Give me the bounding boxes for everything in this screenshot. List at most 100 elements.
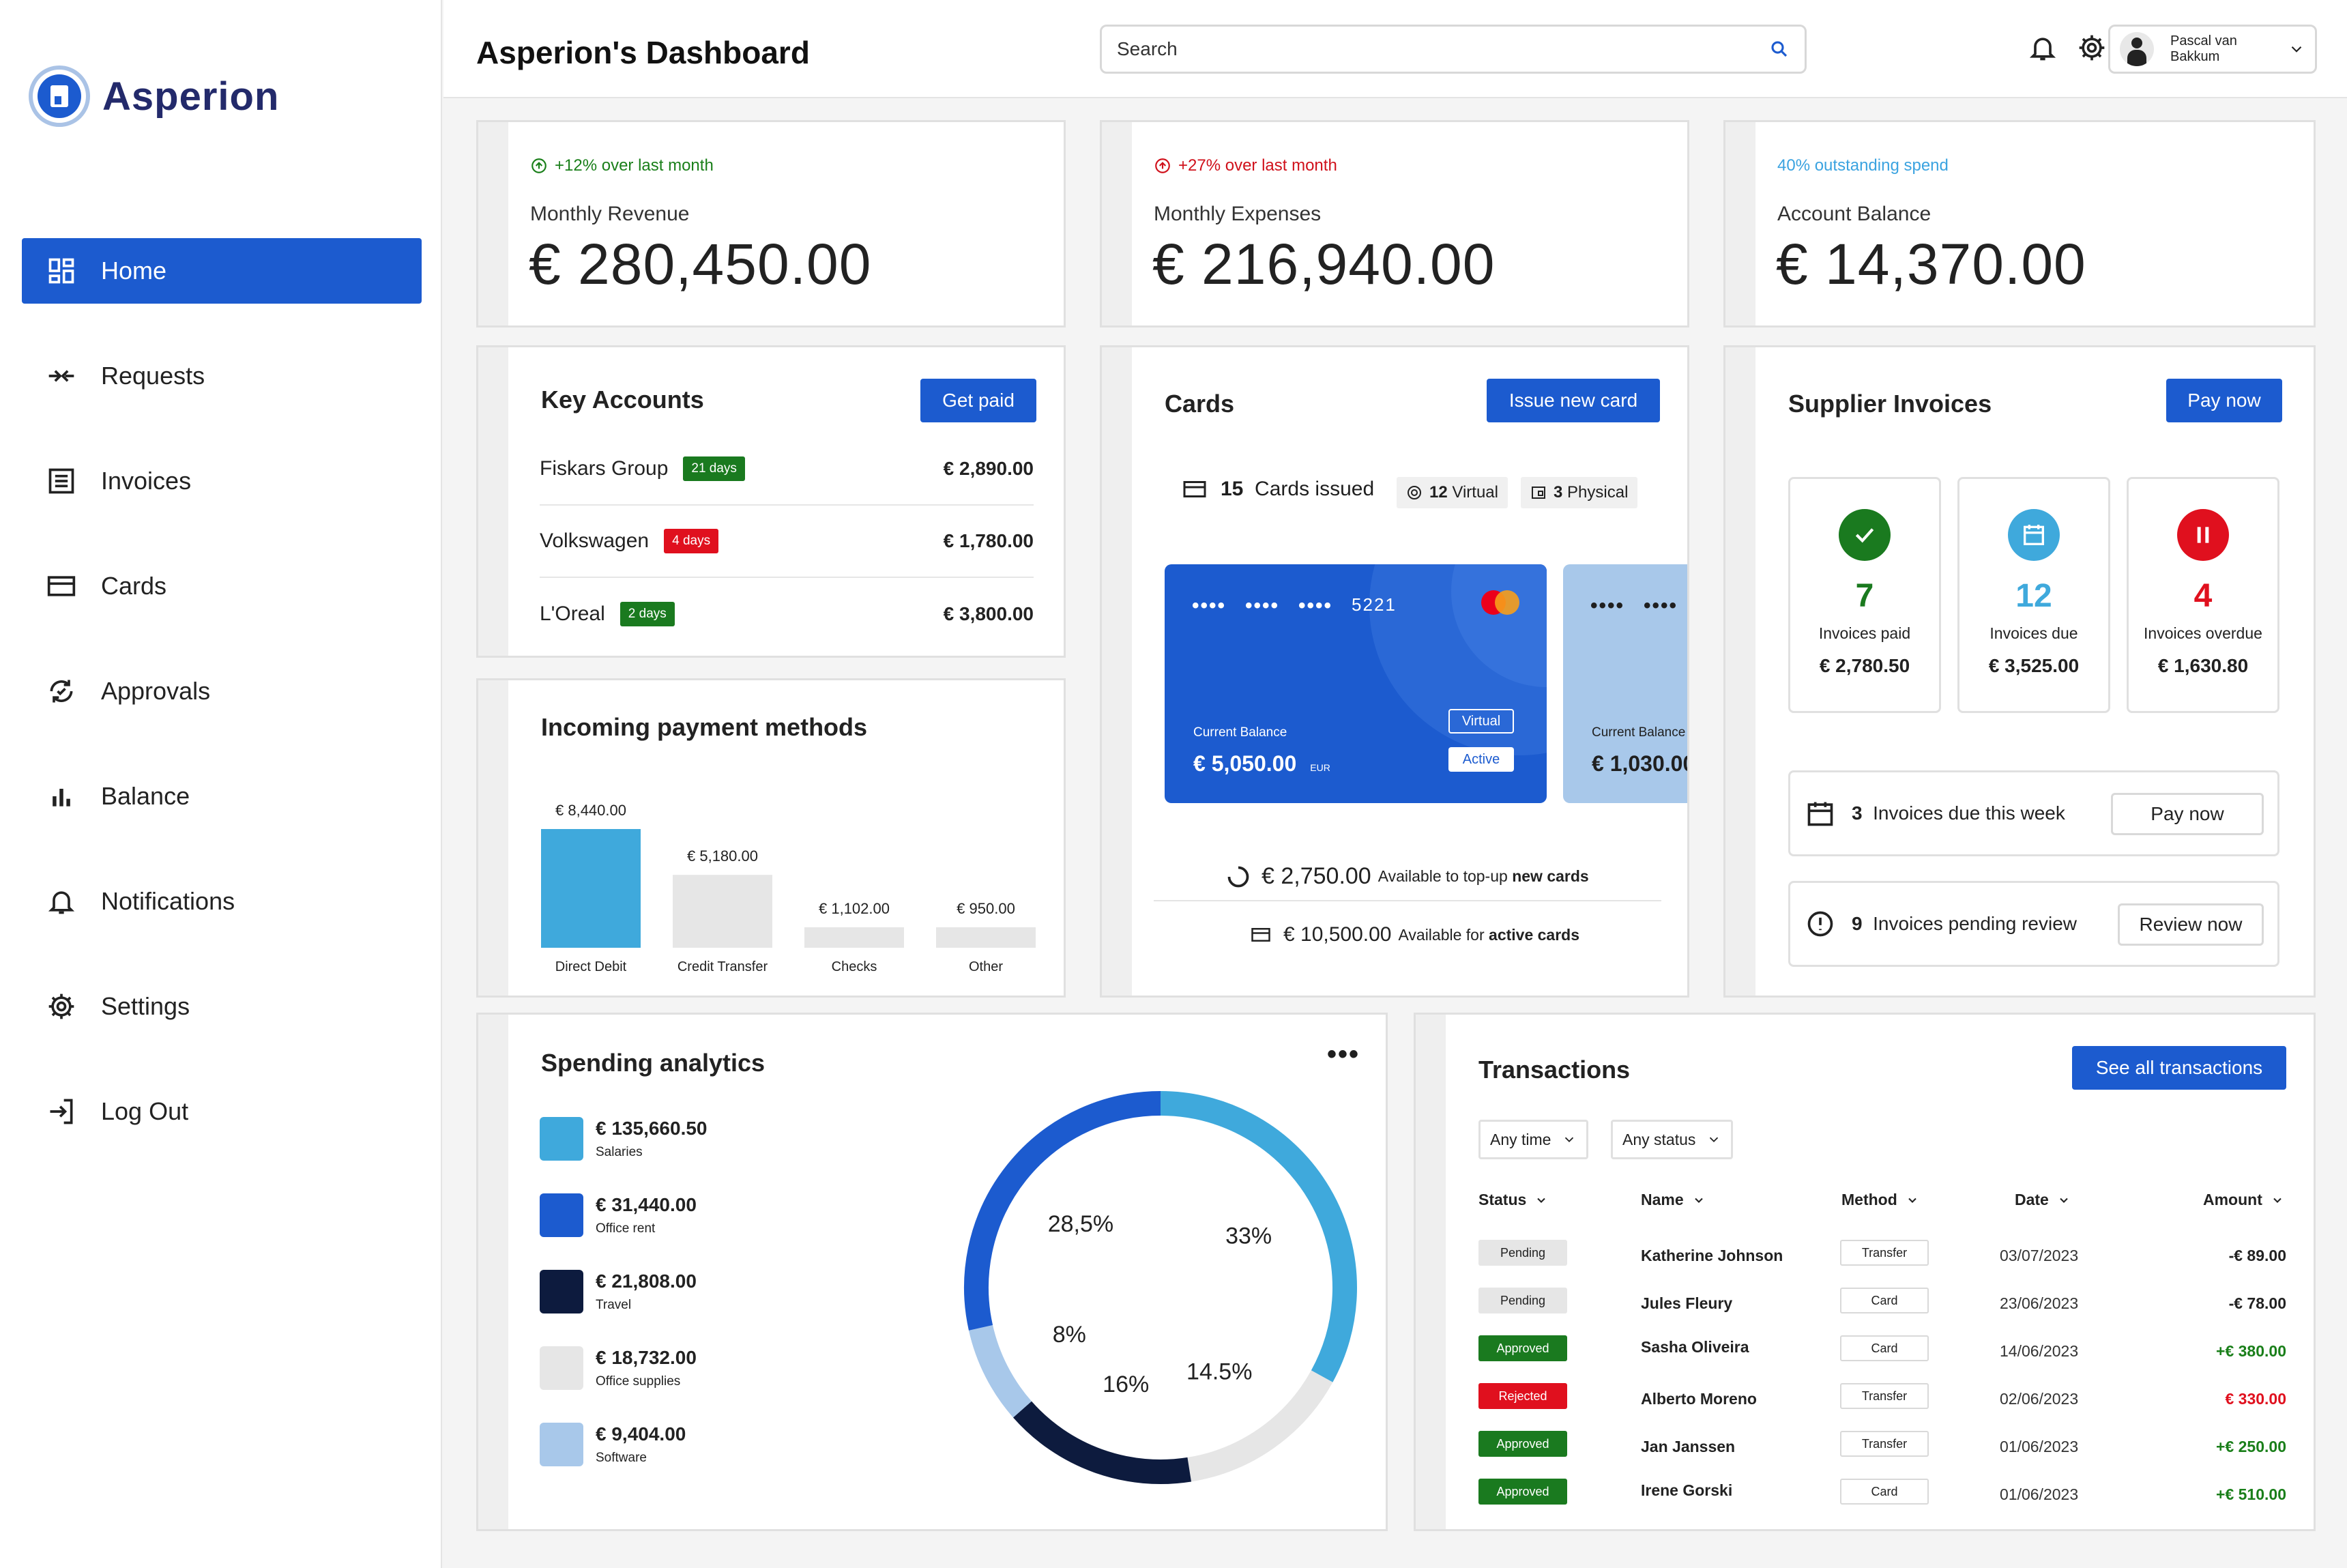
status-badge: Pending <box>1478 1288 1567 1313</box>
get-paid-button[interactable]: Get paid <box>920 379 1036 422</box>
search-box[interactable] <box>1100 25 1807 74</box>
sidebar-item-settings[interactable]: Settings <box>22 974 422 1039</box>
sidebar-item-home[interactable]: Home <box>22 238 422 304</box>
notifications-bell-icon[interactable] <box>2025 30 2060 66</box>
sidebar-item-logout[interactable]: Log Out <box>22 1079 422 1144</box>
legend-swatch <box>540 1117 583 1161</box>
settings-gear-icon[interactable] <box>2074 30 2110 66</box>
donut-segment[interactable] <box>964 1091 1161 1331</box>
chevron-down-icon <box>1565 1137 1574 1143</box>
column-header-method[interactable]: Method <box>1841 1191 1919 1209</box>
donut-percent-label: 14.5% <box>1186 1359 1252 1385</box>
pay-now-week-button[interactable]: Pay now <box>2111 793 2264 835</box>
time-filter-dropdown[interactable]: Any time <box>1478 1120 1589 1159</box>
table-row[interactable]: Rejected Alberto Moreno Transfer 02/06/2… <box>1416 1374 2314 1421</box>
transaction-name: Irene Gorski <box>1641 1481 1733 1499</box>
tile-number: 7 <box>1855 578 1874 614</box>
invoices-paid-tile[interactable]: 7 Invoices paid € 2,780.50 <box>1788 477 1941 713</box>
status-badge: Approved <box>1478 1335 1567 1361</box>
review-now-button[interactable]: Review now <box>2118 903 2264 946</box>
top-header: Asperion's Dashboard Pascal van Bakkum <box>443 0 2347 98</box>
virtual-count: 12 <box>1429 483 1448 502</box>
pay-now-button[interactable]: Pay now <box>2166 379 2282 422</box>
kpi-delta-text: 40% outstanding spend <box>1777 156 1949 175</box>
sidebar-item-approvals[interactable]: Approvals <box>22 658 422 724</box>
invoices-due-tile[interactable]: 12 Invoices due € 3,525.00 <box>1957 477 2110 713</box>
table-row[interactable]: Pending Jules Fleury Card 23/06/2023 -€ … <box>1416 1278 2314 1326</box>
invoice-list-icon <box>46 466 76 496</box>
donut-segment[interactable] <box>1012 1401 1192 1484</box>
sidebar-item-label: Log Out <box>101 1097 189 1125</box>
header-label: Status <box>1478 1191 1527 1208</box>
account-name: L'Oreal <box>540 602 605 625</box>
sidebar-item-label: Home <box>101 257 167 285</box>
column-header-amount[interactable]: Amount <box>2203 1191 2284 1209</box>
transactions-card: Transactions See all transactions Any ti… <box>1414 1013 2316 1531</box>
table-row[interactable]: Approved Sasha Oliveira Card 14/06/2023 … <box>1416 1326 2314 1374</box>
sidebar-item-label: Notifications <box>101 887 235 915</box>
table-row[interactable]: Approved Jan Janssen Transfer 01/06/2023… <box>1416 1421 2314 1469</box>
sidebar-item-label: Invoices <box>101 467 192 495</box>
search-icon[interactable] <box>1769 39 1790 59</box>
sidebar-item-requests[interactable]: Requests <box>22 343 422 409</box>
column-header-date[interactable]: Date <box>2015 1191 2071 1209</box>
bar[interactable] <box>804 927 904 948</box>
bar-value-label: € 5,180.00 <box>687 847 758 865</box>
kpi-card-balance: 40% outstanding spend Account Balance € … <box>1723 120 2316 328</box>
transaction-method: Transfer <box>1840 1431 1929 1457</box>
sidebar-item-balance[interactable]: Balance <box>22 764 422 829</box>
list-item[interactable]: Fiskars Group 21 days € 2,890.00 <box>540 433 1034 506</box>
chevron-down-icon <box>2291 46 2302 53</box>
physical-label: Physical <box>1567 483 1629 502</box>
donut-segment[interactable] <box>1160 1091 1357 1382</box>
kpi-delta: +12% over last month <box>530 156 714 175</box>
status-badge: 4 days <box>664 529 719 553</box>
bar[interactable] <box>673 875 772 948</box>
search-input[interactable] <box>1117 38 1769 60</box>
list-item[interactable]: Volkswagen 4 days € 1,780.00 <box>540 506 1034 578</box>
transaction-name: Jules Fleury <box>1641 1294 1733 1312</box>
donut-segment[interactable] <box>968 1324 1032 1418</box>
chevron-down-icon <box>2273 1197 2282 1203</box>
invoices-overdue-tile[interactable]: 4 Invoices overdue € 1,630.80 <box>2127 477 2279 713</box>
donut-segment[interactable] <box>1187 1370 1333 1482</box>
table-row[interactable]: Approved Irene Gorski Card 01/06/2023 +€… <box>1416 1469 2314 1517</box>
sidebar-item-notifications[interactable]: Notifications <box>22 869 422 934</box>
sidebar-item-invoices[interactable]: Invoices <box>22 448 422 514</box>
more-options-icon[interactable]: ••• <box>1327 1039 1360 1069</box>
user-menu[interactable]: Pascal van Bakkum <box>2108 25 2317 74</box>
card-balance-value: € 5,050.00 <box>1193 751 1297 776</box>
column-header-status[interactable]: Status <box>1478 1191 1548 1209</box>
status-filter-dropdown[interactable]: Any status <box>1611 1120 1734 1159</box>
list-item[interactable]: L'Oreal 2 days € 3,800.00 <box>540 578 1034 650</box>
page-title: Asperion's Dashboard <box>476 35 810 70</box>
user-name: Pascal van Bakkum <box>2170 33 2237 64</box>
transaction-amount: € 330.00 <box>2225 1390 2286 1408</box>
bar[interactable] <box>541 829 641 948</box>
bar[interactable] <box>936 927 1036 948</box>
legend-value: € 9,404.00 <box>596 1423 686 1444</box>
alert-circle-icon <box>1155 158 1170 173</box>
see-all-transactions-button[interactable]: See all transactions <box>2072 1046 2286 1090</box>
physical-cards-chip: 3 Physical <box>1521 477 1638 508</box>
issue-new-card-button[interactable]: Issue new card <box>1487 379 1660 422</box>
credit-card-primary[interactable]: •••• •••• •••• 5221 Current Balance € 5,050… <box>1165 564 1547 803</box>
column-header-name[interactable]: Name <box>1641 1191 1706 1209</box>
key-accounts-card: Key Accounts Get paid Fiskars Group 21 d… <box>476 345 1066 658</box>
avatar <box>2120 32 2154 66</box>
alert-circle-icon <box>1807 911 1833 937</box>
transaction-name: Alberto Moreno <box>1641 1390 1757 1408</box>
bar-category-label: Credit Transfer <box>677 959 768 974</box>
transaction-name: Katherine Johnson <box>1641 1247 1783 1264</box>
table-row[interactable]: Pending Katherine Johnson Transfer 03/07… <box>1416 1230 2314 1278</box>
sidebar-item-cards[interactable]: Cards <box>22 553 422 619</box>
donut-percent-label: 33% <box>1225 1223 1272 1249</box>
invoices-due-week-row: 3 Invoices due this week Pay now <box>1788 770 2279 856</box>
active-label: Available for <box>1398 925 1485 944</box>
divider <box>1154 900 1661 901</box>
bell-icon <box>46 886 76 916</box>
brand-logo[interactable]: Asperion <box>29 66 279 127</box>
topup-label: Available to top-up <box>1377 867 1508 885</box>
card-currency: EUR <box>1310 762 1330 773</box>
credit-card-secondary[interactable]: •••• •••• Current Balance € 1,030.00 <box>1563 564 1687 803</box>
